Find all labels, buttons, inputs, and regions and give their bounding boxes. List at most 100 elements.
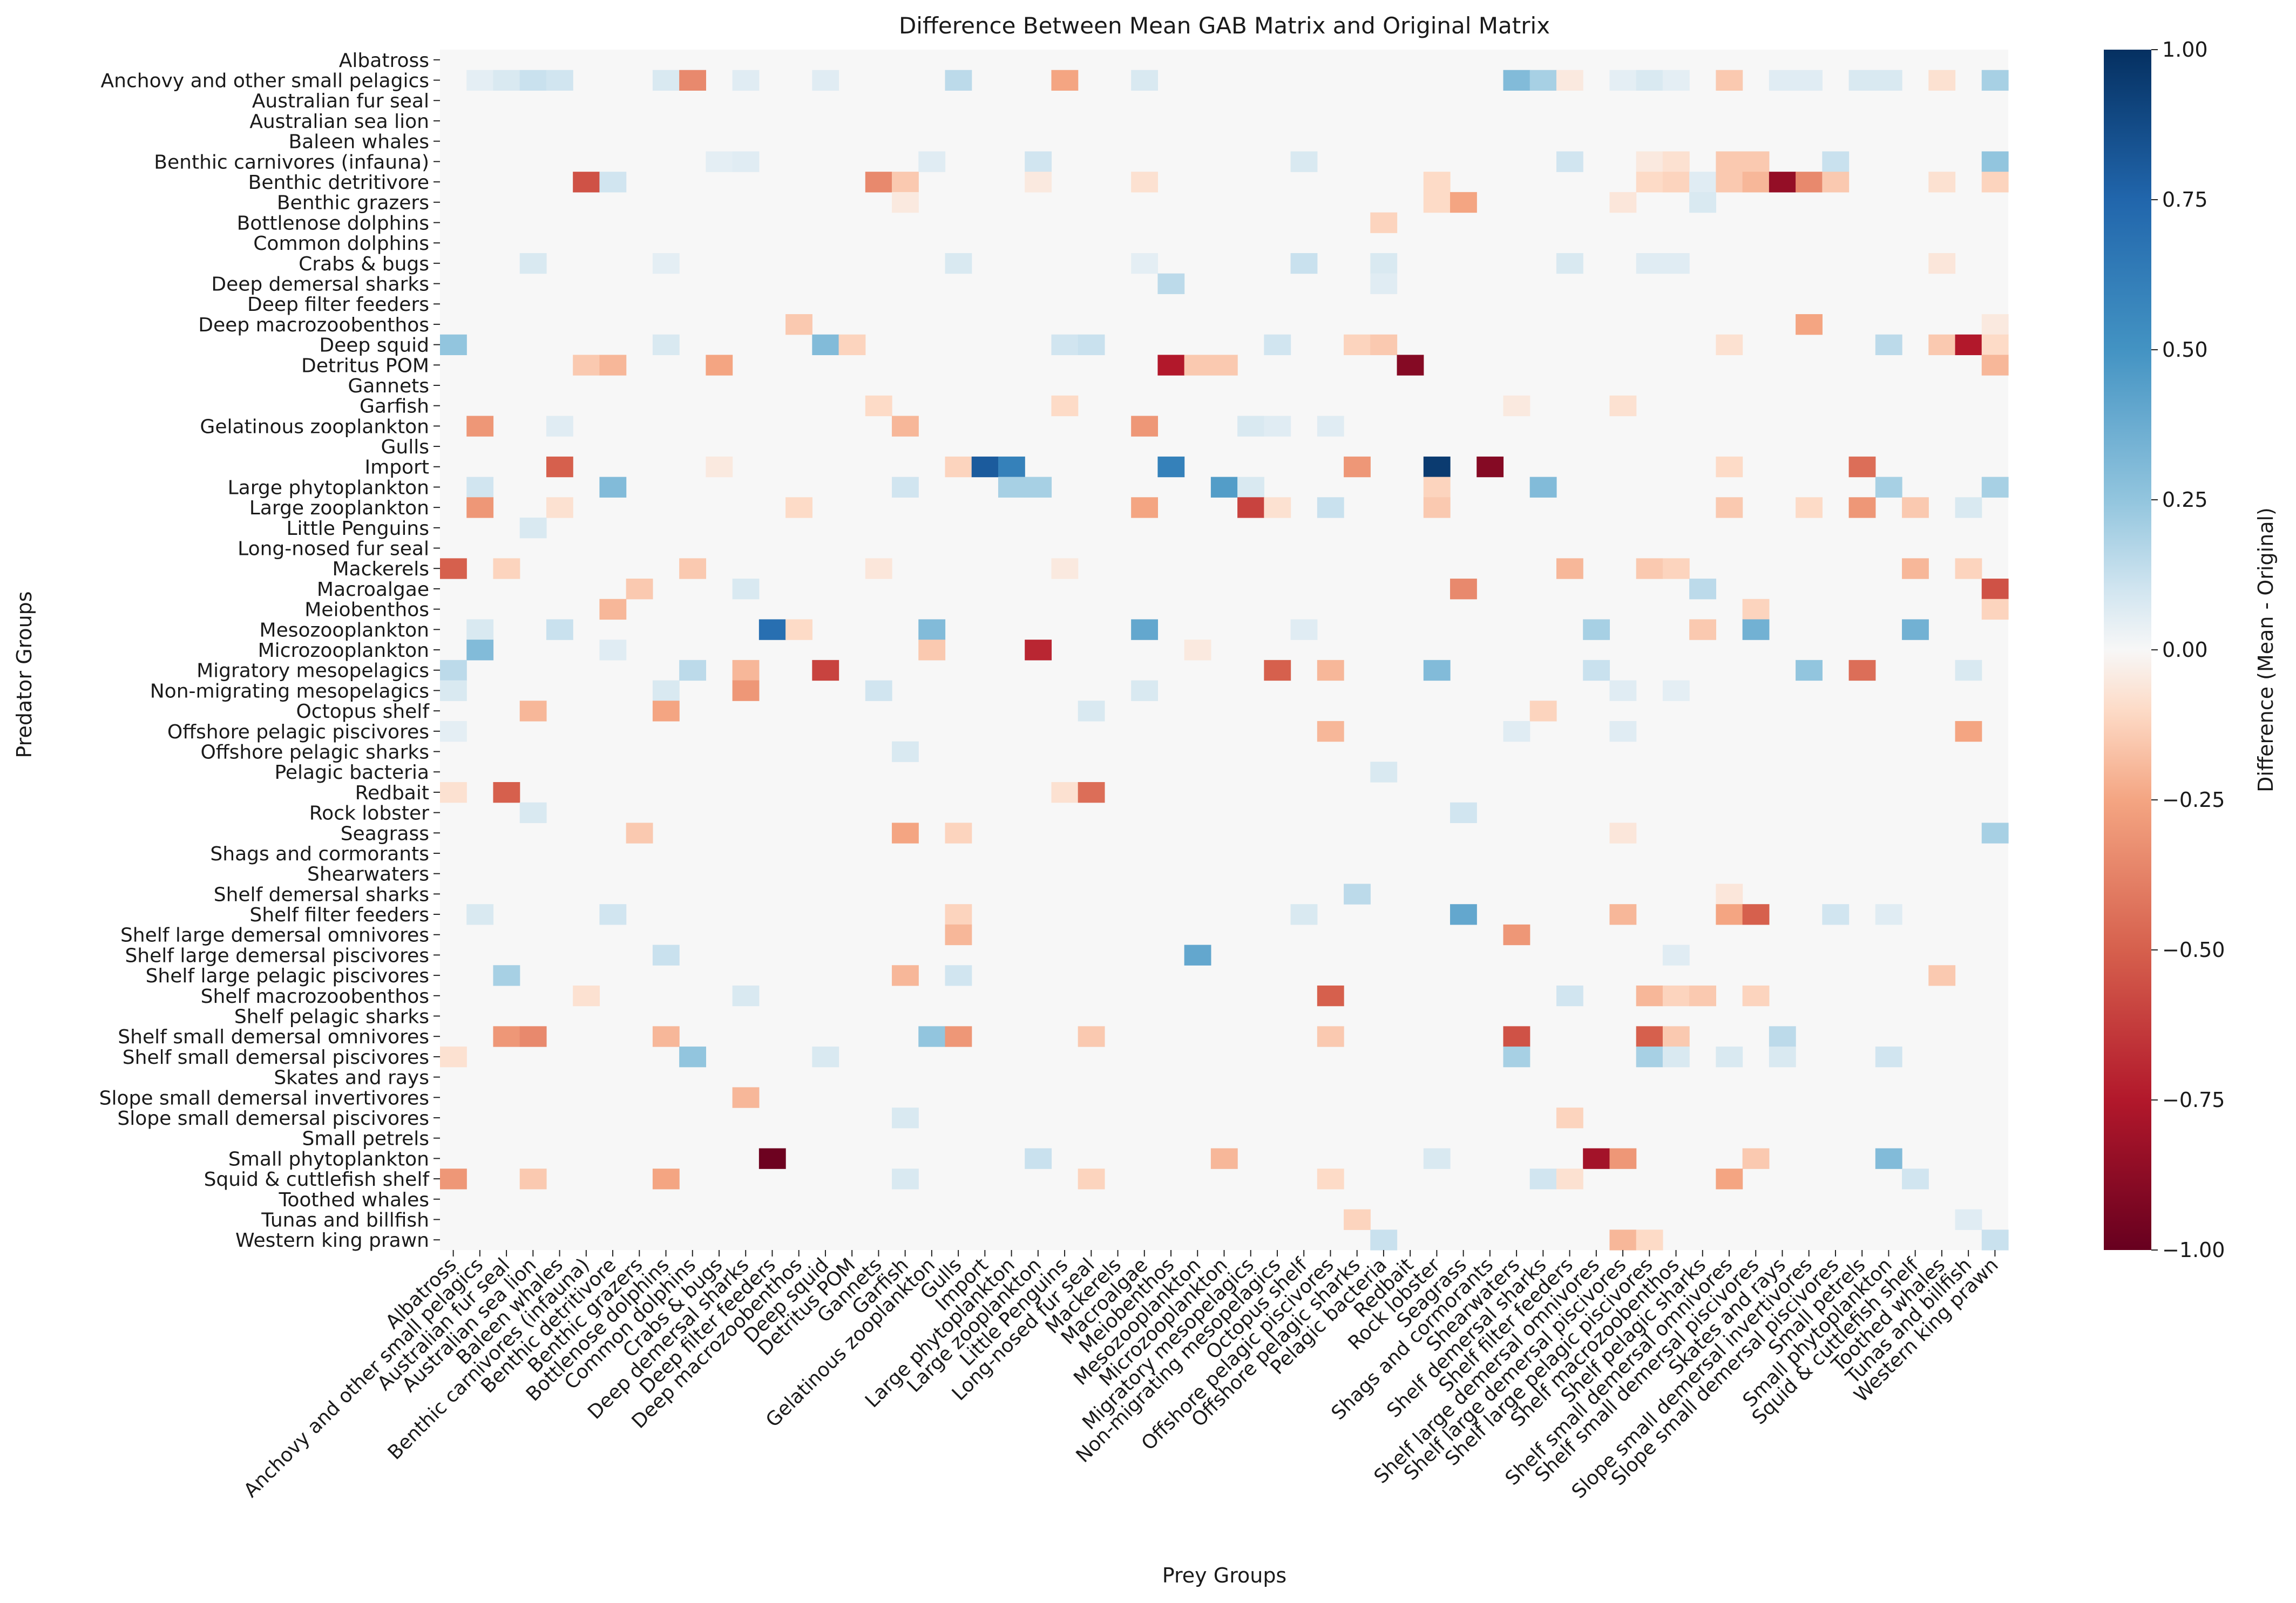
heatmap-cell xyxy=(892,192,919,213)
y-tick-label: Octopus shelf xyxy=(296,701,430,723)
heatmap-cell xyxy=(1769,1026,1796,1047)
heatmap-cell xyxy=(493,70,520,91)
heatmap-cell xyxy=(1184,640,1211,661)
colorbar: −1.00 −0.75 −0.50 −0.25 0.00 0.25 0.50 0.75 1.00… xyxy=(2104,38,2278,1262)
heatmap-cell xyxy=(1875,904,1902,925)
heatmap-cell xyxy=(1078,701,1105,722)
heatmap-cell xyxy=(519,1026,547,1047)
heatmap-cell xyxy=(1317,660,1344,681)
y-tick-label: Redbait xyxy=(355,782,429,804)
heatmap-cell xyxy=(1636,151,1663,172)
y-tick-label: Small phytoplankton xyxy=(228,1148,429,1170)
heatmap-cell xyxy=(865,395,892,417)
heatmap-cell xyxy=(599,477,627,498)
heatmap-cell xyxy=(1636,1230,1663,1251)
heatmap-cell xyxy=(1716,1047,1743,1068)
heatmap-cell xyxy=(1423,172,1451,193)
heatmap-cell xyxy=(1662,945,1690,966)
heatmap-cell xyxy=(812,70,839,91)
colorbar-tick-label: 0.50 xyxy=(2162,338,2208,362)
heatmap-cell xyxy=(546,416,573,437)
heatmap-cell xyxy=(1796,497,1823,518)
heatmap-cell xyxy=(1210,1148,1238,1169)
heatmap-cell xyxy=(679,660,706,681)
y-tick-label: Large zooplankton xyxy=(249,497,429,519)
heatmap-cell xyxy=(945,253,972,274)
y-tick-label: Tunas and billfish xyxy=(261,1209,429,1231)
heatmap-cell xyxy=(466,416,494,437)
heatmap-cell xyxy=(1370,273,1398,294)
heatmap-cell xyxy=(1264,497,1291,518)
heatmap-cell xyxy=(1317,497,1344,518)
y-tick-label: Deep filter feeders xyxy=(247,294,429,316)
heatmap-cell xyxy=(679,1047,706,1068)
heatmap-cell xyxy=(1981,355,2009,376)
heatmap-cell xyxy=(679,70,706,91)
heatmap-cell xyxy=(1609,395,1637,417)
heatmap-cell xyxy=(1848,660,1876,681)
heatmap-cell xyxy=(1636,1047,1663,1068)
heatmap-cell xyxy=(1450,802,1477,823)
heatmap-cell xyxy=(1636,1026,1663,1047)
heatmap-cell xyxy=(1662,1026,1690,1047)
heatmap-cell xyxy=(599,640,627,661)
heatmap-cell xyxy=(1131,680,1159,701)
heatmap-cell xyxy=(1370,253,1398,274)
heatmap-cell xyxy=(1981,70,2009,91)
y-tick-label: Large phytoplankton xyxy=(228,477,429,499)
heatmap-cell xyxy=(1051,334,1079,356)
heatmap-cell xyxy=(1981,599,2009,620)
heatmap-cell xyxy=(440,680,467,701)
heatmap-cell xyxy=(1131,253,1159,274)
y-tick-label: Benthic carnivores (infauna) xyxy=(154,151,429,173)
heatmap-cell xyxy=(1875,70,1902,91)
heatmap-cell xyxy=(1955,334,1982,356)
heatmap-cell xyxy=(1902,1169,1929,1190)
y-tick-label: Shelf pelagic sharks xyxy=(234,1006,429,1028)
heatmap-cell xyxy=(945,965,972,986)
heatmap-cell xyxy=(1875,477,1902,498)
colorbar-tick-label: −1.00 xyxy=(2162,1238,2225,1262)
heatmap-cell xyxy=(1290,619,1318,640)
heatmap-cell xyxy=(1157,273,1185,294)
heatmap-cell xyxy=(1662,253,1690,274)
y-tick-label: Slope small demersal invertivores xyxy=(99,1087,429,1109)
y-tick-label: Western king prawn xyxy=(235,1230,429,1252)
y-tick-label: Deep demersal sharks xyxy=(211,273,429,295)
heatmap-cell xyxy=(1742,599,1770,620)
heatmap-cell xyxy=(1370,334,1398,356)
heatmap-cell xyxy=(1237,497,1264,518)
heatmap-cell xyxy=(1609,1148,1637,1169)
heatmap-cell xyxy=(1955,660,1982,681)
heatmap-cell xyxy=(1742,619,1770,640)
heatmap-cell xyxy=(918,619,946,640)
heatmap-cell xyxy=(758,619,786,640)
heatmap-cell xyxy=(1875,1148,1902,1169)
heatmap-cell xyxy=(971,456,999,478)
heatmap-cell xyxy=(1370,762,1398,783)
heatmap-cell xyxy=(1742,985,1770,1007)
heatmap-cell xyxy=(1423,660,1451,681)
heatmap-cell xyxy=(945,823,972,844)
y-tick-label: Long-nosed fur seal xyxy=(238,538,429,560)
heatmap-cell xyxy=(440,558,467,579)
heatmap-cell xyxy=(573,172,600,193)
y-tick-label: Anchovy and other small pelagics xyxy=(101,70,429,92)
heatmap-cell xyxy=(1981,823,2009,844)
heatmap-cell xyxy=(1503,721,1530,742)
y-axis-label: Predator Groups xyxy=(12,591,36,758)
y-tick-label: Macroalgae xyxy=(317,579,429,601)
heatmap-cell xyxy=(812,660,839,681)
heatmap-cell xyxy=(918,640,946,661)
heatmap-cell xyxy=(652,334,680,356)
y-tick-label: Seagrass xyxy=(341,823,429,845)
heatmap-cell xyxy=(546,456,573,478)
heatmap-cell xyxy=(1078,334,1105,356)
heatmap-cell xyxy=(732,660,760,681)
heatmap-cell xyxy=(1131,172,1159,193)
heatmap-cell xyxy=(519,517,547,539)
heatmap-cell xyxy=(1609,70,1637,91)
y-tick-label: Albatross xyxy=(339,50,429,72)
y-tick-label: Australian fur seal xyxy=(252,90,429,112)
heatmap-cell xyxy=(1609,823,1637,844)
